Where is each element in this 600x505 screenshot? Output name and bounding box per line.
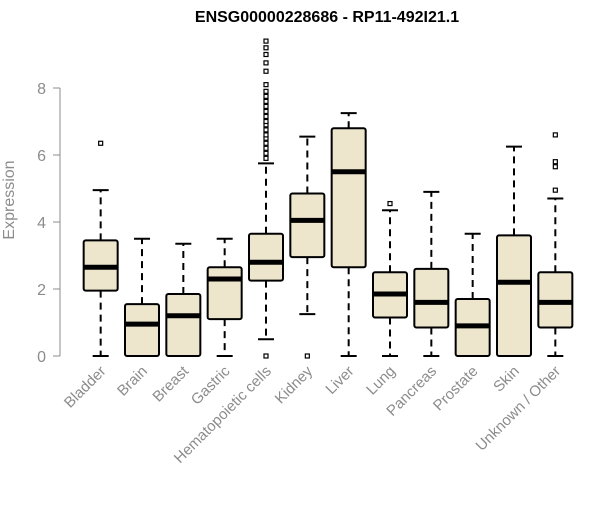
outlier-point: [263, 155, 269, 161]
x-tick-label: Skin: [490, 363, 523, 396]
box-breast: [165, 242, 202, 357]
outlier-point: [263, 118, 269, 125]
outlier-point: [263, 140, 269, 146]
box-iqr: [248, 232, 284, 282]
box-iqr: [165, 293, 202, 357]
box-iqr: [537, 271, 574, 329]
outlier-point: [263, 132, 269, 138]
outlier-point: [263, 353, 269, 359]
outlier-point: [263, 113, 269, 120]
x-tick-label: Lung: [363, 363, 399, 399]
outlier-point: [263, 145, 269, 151]
outlier-point: [263, 108, 269, 115]
outlier-point: [552, 187, 558, 193]
x-tick-label: Breast: [149, 362, 192, 405]
y-tick-label: 0: [37, 349, 46, 366]
box-iqr: [206, 266, 243, 321]
outlier-point: [263, 82, 269, 88]
y-tick-label: 8: [37, 81, 46, 98]
outlier-point: [552, 164, 558, 170]
x-tick-label: Brain: [114, 363, 151, 400]
outlier-point: [263, 45, 269, 51]
outlier-point: [552, 132, 558, 138]
outlier-point: [263, 88, 269, 94]
outlier-point: [263, 38, 269, 44]
x-tick-label: Liver: [322, 363, 357, 398]
box-brain: [124, 237, 160, 358]
outlier-point: [552, 159, 558, 165]
boxes-layer: [82, 38, 574, 359]
outlier-point: [263, 60, 269, 66]
box-iqr: [496, 234, 532, 357]
outlier-point: [263, 103, 269, 110]
chart-title: ENSG00000228686 - RP11-492I21.1: [195, 9, 459, 26]
outlier-point: [263, 68, 269, 74]
box-unknown-other: [537, 132, 574, 357]
y-tick-label: 2: [37, 282, 46, 299]
y-tick-label: 4: [37, 215, 46, 232]
outlier-point: [263, 150, 269, 156]
outlier-point: [263, 51, 269, 58]
y-tick-label: 6: [37, 148, 46, 165]
box-hematopoietic-cells: [248, 38, 284, 359]
outlier-point: [98, 140, 104, 146]
outlier-point: [304, 353, 310, 359]
x-tick-label: Kidney: [272, 362, 317, 407]
box-gastric: [206, 237, 243, 357]
box-skin: [496, 145, 532, 357]
x-tick-label: Prostate: [430, 363, 482, 415]
box-kidney: [289, 135, 326, 359]
outlier-point: [387, 200, 393, 207]
box-pancreas: [413, 190, 450, 357]
outlier-point: [263, 93, 269, 99]
box-liver: [330, 112, 367, 357]
box-iqr: [330, 127, 367, 269]
box-lung: [372, 200, 408, 357]
box-prostate: [454, 232, 491, 357]
y-axis-label: Expression: [1, 160, 18, 239]
outlier-point: [263, 127, 269, 133]
box-iqr: [413, 267, 450, 329]
outlier-point: [263, 98, 269, 105]
box-iqr: [289, 192, 326, 259]
y-axis: 0 2 4 6 8: [37, 81, 61, 366]
x-tick-label: Bladder: [61, 363, 110, 412]
box-iqr: [124, 303, 160, 358]
box-bladder: [82, 140, 119, 357]
